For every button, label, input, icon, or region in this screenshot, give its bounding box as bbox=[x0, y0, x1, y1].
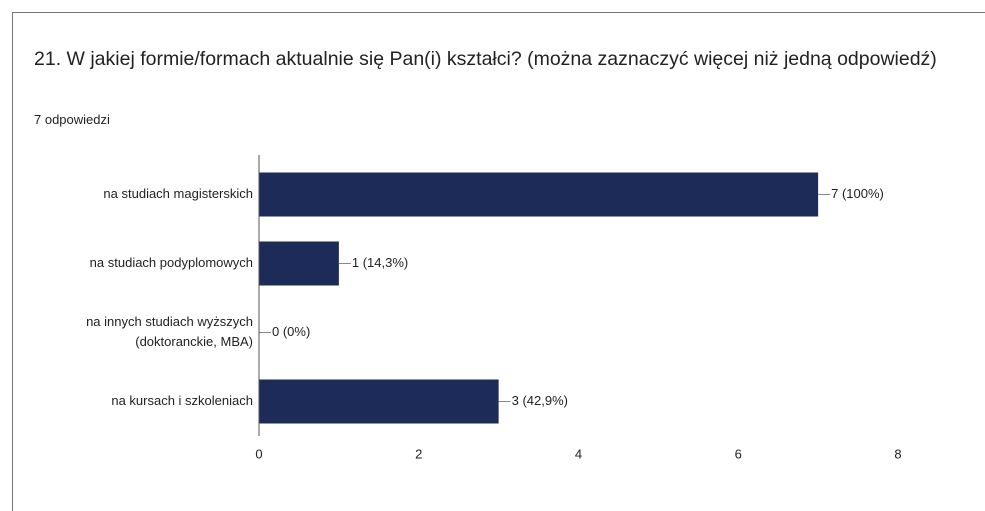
x-tick-label: 4 bbox=[575, 446, 582, 461]
y-tick-label: na studiach podyplomowych bbox=[90, 255, 253, 270]
x-tick-label: 0 bbox=[255, 446, 262, 461]
y-tick-label: na kursach i szkoleniach bbox=[111, 393, 253, 408]
value-label: 1 (14,3%) bbox=[352, 255, 408, 270]
value-label: 3 (42,9%) bbox=[512, 393, 568, 408]
x-tick-label: 8 bbox=[894, 446, 901, 461]
x-tick-label: 2 bbox=[415, 446, 422, 461]
y-tick-label: (doktoranckie, MBA) bbox=[135, 334, 253, 349]
card bbox=[12, 12, 985, 511]
bar bbox=[259, 172, 819, 217]
bar bbox=[259, 379, 499, 424]
value-label: 7 (100%) bbox=[831, 186, 884, 201]
bar bbox=[259, 241, 339, 286]
y-tick-label: na studiach magisterskich bbox=[103, 186, 253, 201]
chart-subtitle: 7 odpowiedzi bbox=[34, 112, 110, 127]
y-tick-label: na innych studiach wyższych bbox=[86, 314, 253, 329]
value-label: 0 (0%) bbox=[272, 324, 310, 339]
chart-title: 21. W jakiej formie/formach aktualnie si… bbox=[34, 48, 937, 70]
x-tick-label: 6 bbox=[735, 446, 742, 461]
